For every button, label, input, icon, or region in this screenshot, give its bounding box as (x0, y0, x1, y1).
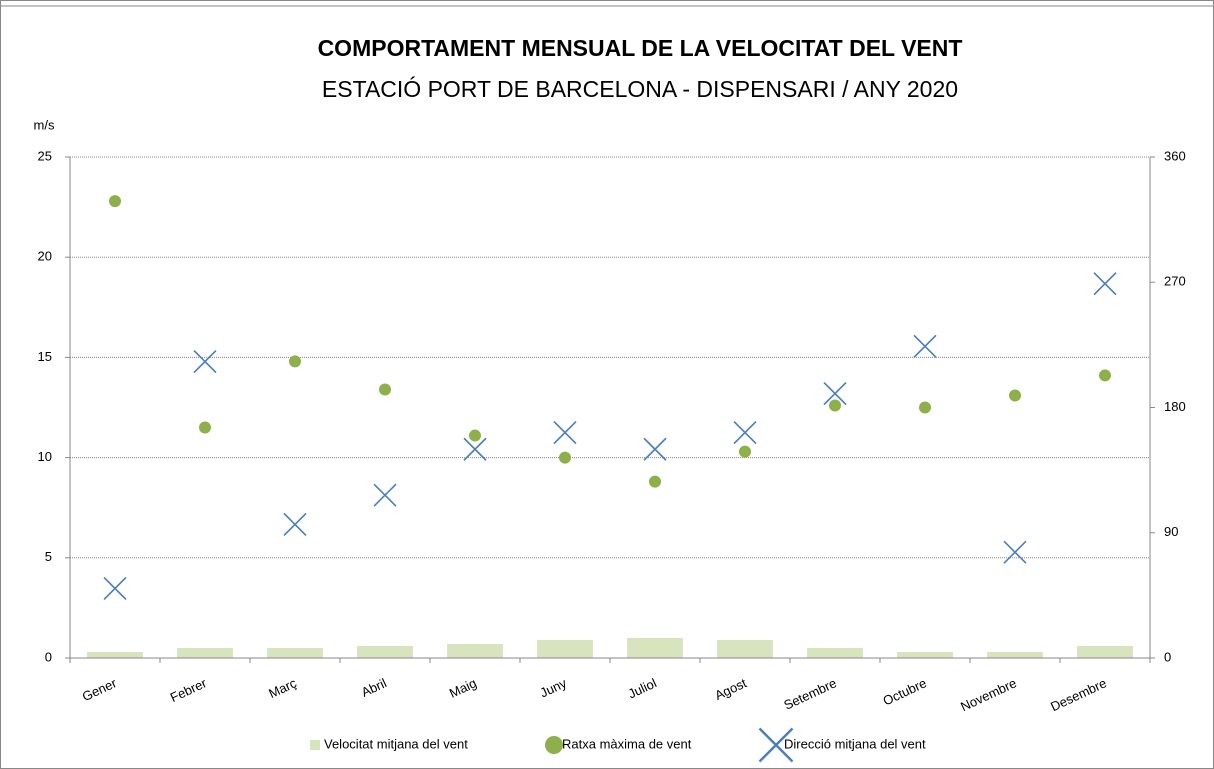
bar (357, 645, 413, 658)
bar (627, 637, 683, 658)
legend-swatch (310, 740, 320, 750)
x-marker (103, 576, 127, 600)
legend-label: Direcció mitjana del vent (784, 736, 926, 751)
dot (289, 355, 301, 368)
x-marker (758, 727, 794, 763)
bar (267, 647, 323, 658)
legend-label: Ratxa màxima de vent (562, 736, 692, 751)
bar (807, 647, 863, 658)
bar (537, 639, 593, 658)
bar (177, 647, 233, 658)
y2-tick-label: 90 (1164, 524, 1178, 539)
bar (987, 651, 1043, 658)
x-marker (193, 350, 217, 374)
x-marker (1003, 540, 1027, 564)
y2-tick-label: 270 (1164, 274, 1186, 289)
x-marker (643, 437, 667, 461)
y-tick-label: 0 (45, 649, 52, 664)
y-tick-label: 25 (38, 148, 52, 163)
bar (717, 639, 773, 658)
bar (87, 651, 143, 658)
dot (1099, 369, 1111, 382)
chart-title: COMPORTAMENT MENSUAL DE LA VELOCITAT DEL… (318, 35, 963, 61)
dot (919, 401, 931, 414)
x-marker (463, 437, 487, 461)
bar (897, 651, 953, 658)
y2-tick-label: 180 (1164, 399, 1186, 414)
x-marker (283, 512, 307, 536)
y-tick-label: 10 (38, 449, 52, 464)
x-marker (913, 334, 937, 358)
x-marker (553, 420, 577, 445)
chart-subtitle: ESTACIÓ PORT DE BARCELONA - DISPENSARI /… (322, 76, 958, 102)
y2-tick-label: 0 (1164, 649, 1171, 664)
y-tick-label: 5 (45, 549, 52, 564)
y2-tick-label: 360 (1164, 148, 1186, 163)
y-tick-label: 15 (38, 349, 52, 364)
y-tick-label: 20 (38, 249, 52, 264)
x-marker (1093, 272, 1117, 296)
legend-label: Velocitat mitjana del vent (324, 736, 468, 751)
x-marker (733, 420, 757, 445)
bar (1077, 645, 1133, 658)
dot (649, 475, 661, 488)
dot (109, 195, 121, 208)
dot (199, 421, 211, 434)
dot (1009, 389, 1021, 402)
dot (545, 736, 563, 754)
dot (379, 383, 391, 396)
dot (559, 451, 571, 464)
dot (739, 445, 751, 458)
dot (469, 429, 481, 442)
x-marker (373, 483, 397, 507)
y-axis-label: m/s (34, 117, 55, 132)
bar (447, 643, 503, 658)
x-marker (823, 382, 847, 406)
dot (829, 399, 841, 412)
